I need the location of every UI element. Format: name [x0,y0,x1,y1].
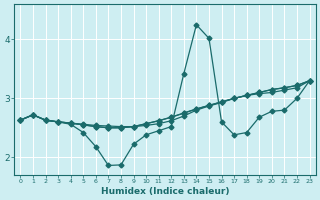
X-axis label: Humidex (Indice chaleur): Humidex (Indice chaleur) [101,187,229,196]
